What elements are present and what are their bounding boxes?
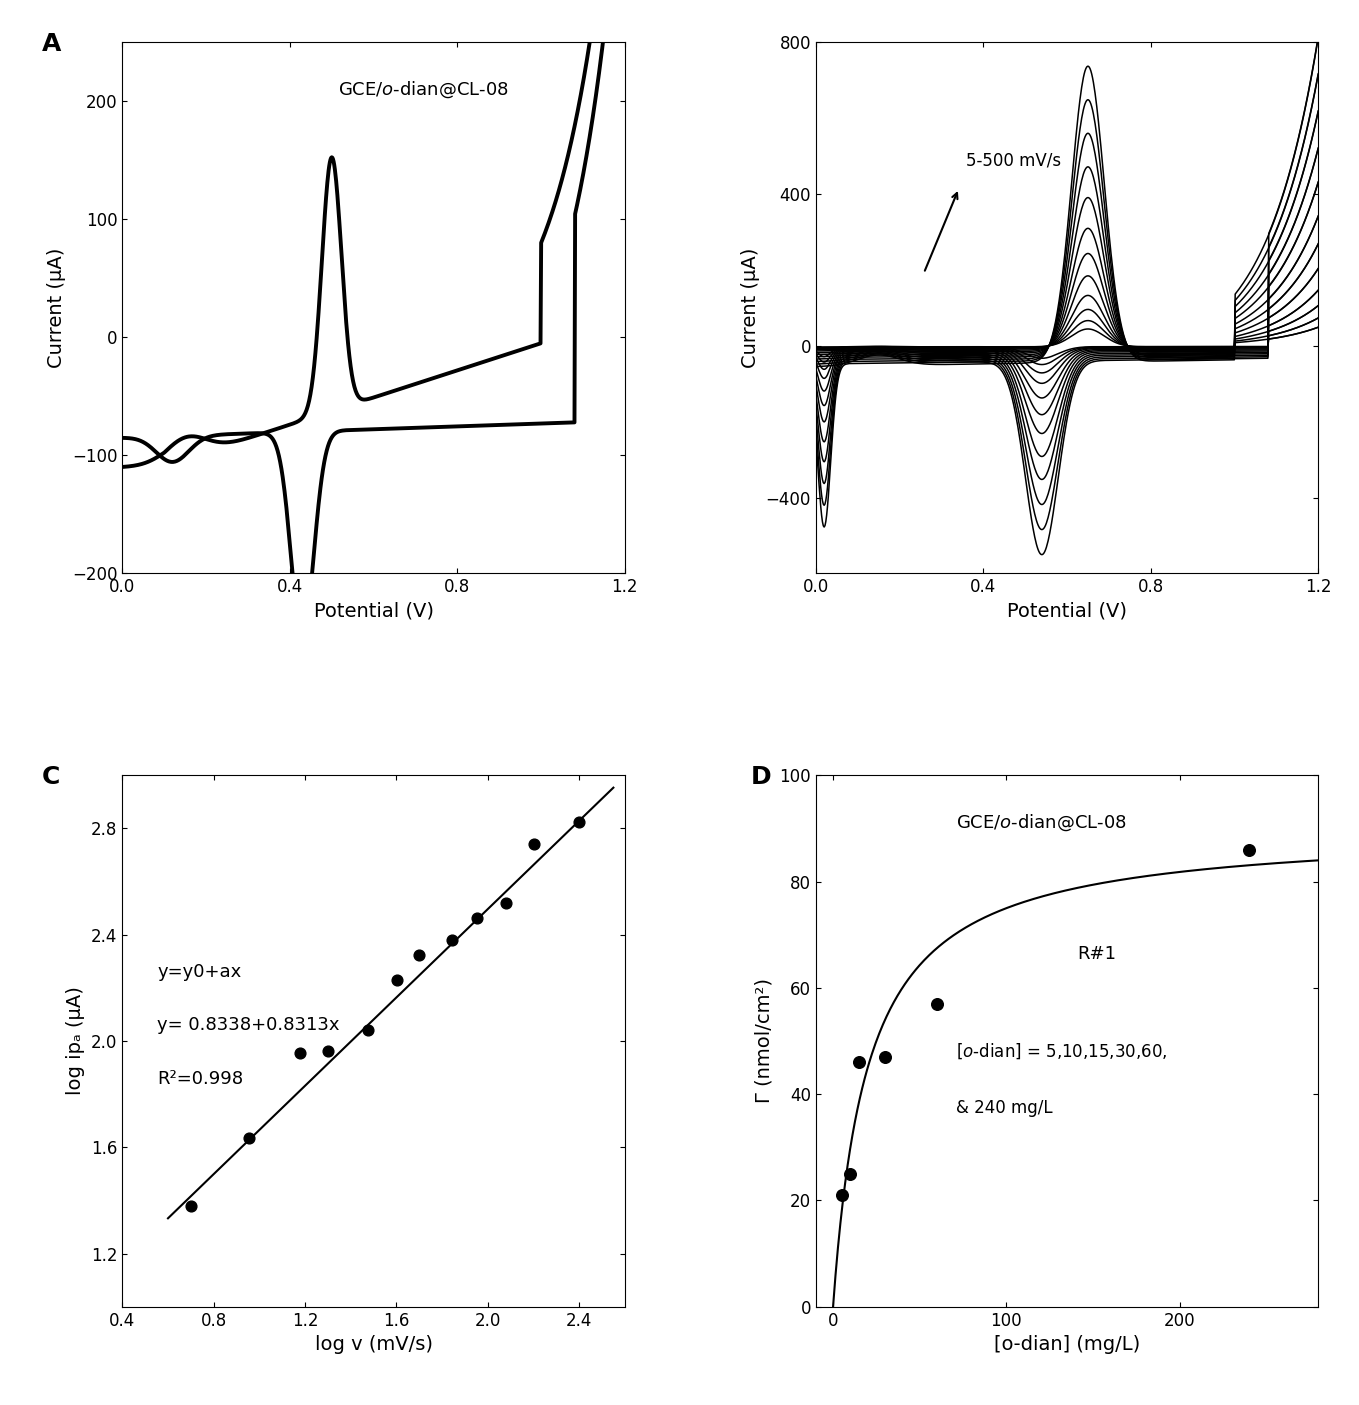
Y-axis label: Current (μA): Current (μA) [48,247,67,368]
Point [238,1127,260,1149]
Y-axis label: Current (μA): Current (μA) [741,247,760,368]
Point [830,1184,852,1207]
Text: D: D [750,764,771,788]
Text: GCE/$\it{o}$-dian@CL-08: GCE/$\it{o}$-dian@CL-08 [957,812,1128,833]
Point [840,1162,862,1184]
Text: & 240 mg/L: & 240 mg/L [957,1100,1053,1117]
X-axis label: log v (mV/s): log v (mV/s) [314,1335,432,1354]
Point [386,968,408,991]
Text: C: C [42,764,60,788]
X-axis label: Potential (V): Potential (V) [1007,601,1127,621]
Text: y= 0.8338+0.8313x: y= 0.8338+0.8313x [158,1016,340,1034]
Text: [$\it{o}$-dian] = 5,10,15,30,60,: [$\it{o}$-dian] = 5,10,15,30,60, [957,1041,1169,1061]
Point [317,1040,338,1062]
Point [466,908,488,930]
Point [442,929,463,951]
Text: y=y0+ax: y=y0+ax [158,964,242,981]
Y-axis label: Γ (nmol/cm²): Γ (nmol/cm²) [754,978,773,1103]
Point [357,1019,379,1041]
Point [288,1043,310,1065]
Text: GCE/$\it{o}$-dian@CL-08: GCE/$\it{o}$-dian@CL-08 [338,79,510,100]
Text: A: A [42,31,61,56]
Text: R#1: R#1 [1078,946,1116,964]
Point [874,1045,896,1068]
Text: R²=0.998: R²=0.998 [158,1069,243,1087]
Point [568,811,590,833]
Text: 5-500 mV/s: 5-500 mV/s [966,152,1061,170]
Point [179,1194,201,1217]
Point [1238,839,1260,861]
X-axis label: Potential (V): Potential (V) [314,601,434,621]
Point [408,944,429,967]
Point [523,833,545,856]
Y-axis label: log ipₐ (μA): log ipₐ (μA) [67,986,86,1096]
Point [848,1051,870,1073]
X-axis label: [ο-dian] (mg/L): [ο-dian] (mg/L) [993,1335,1140,1354]
Point [495,892,516,915]
Point [927,992,949,1014]
